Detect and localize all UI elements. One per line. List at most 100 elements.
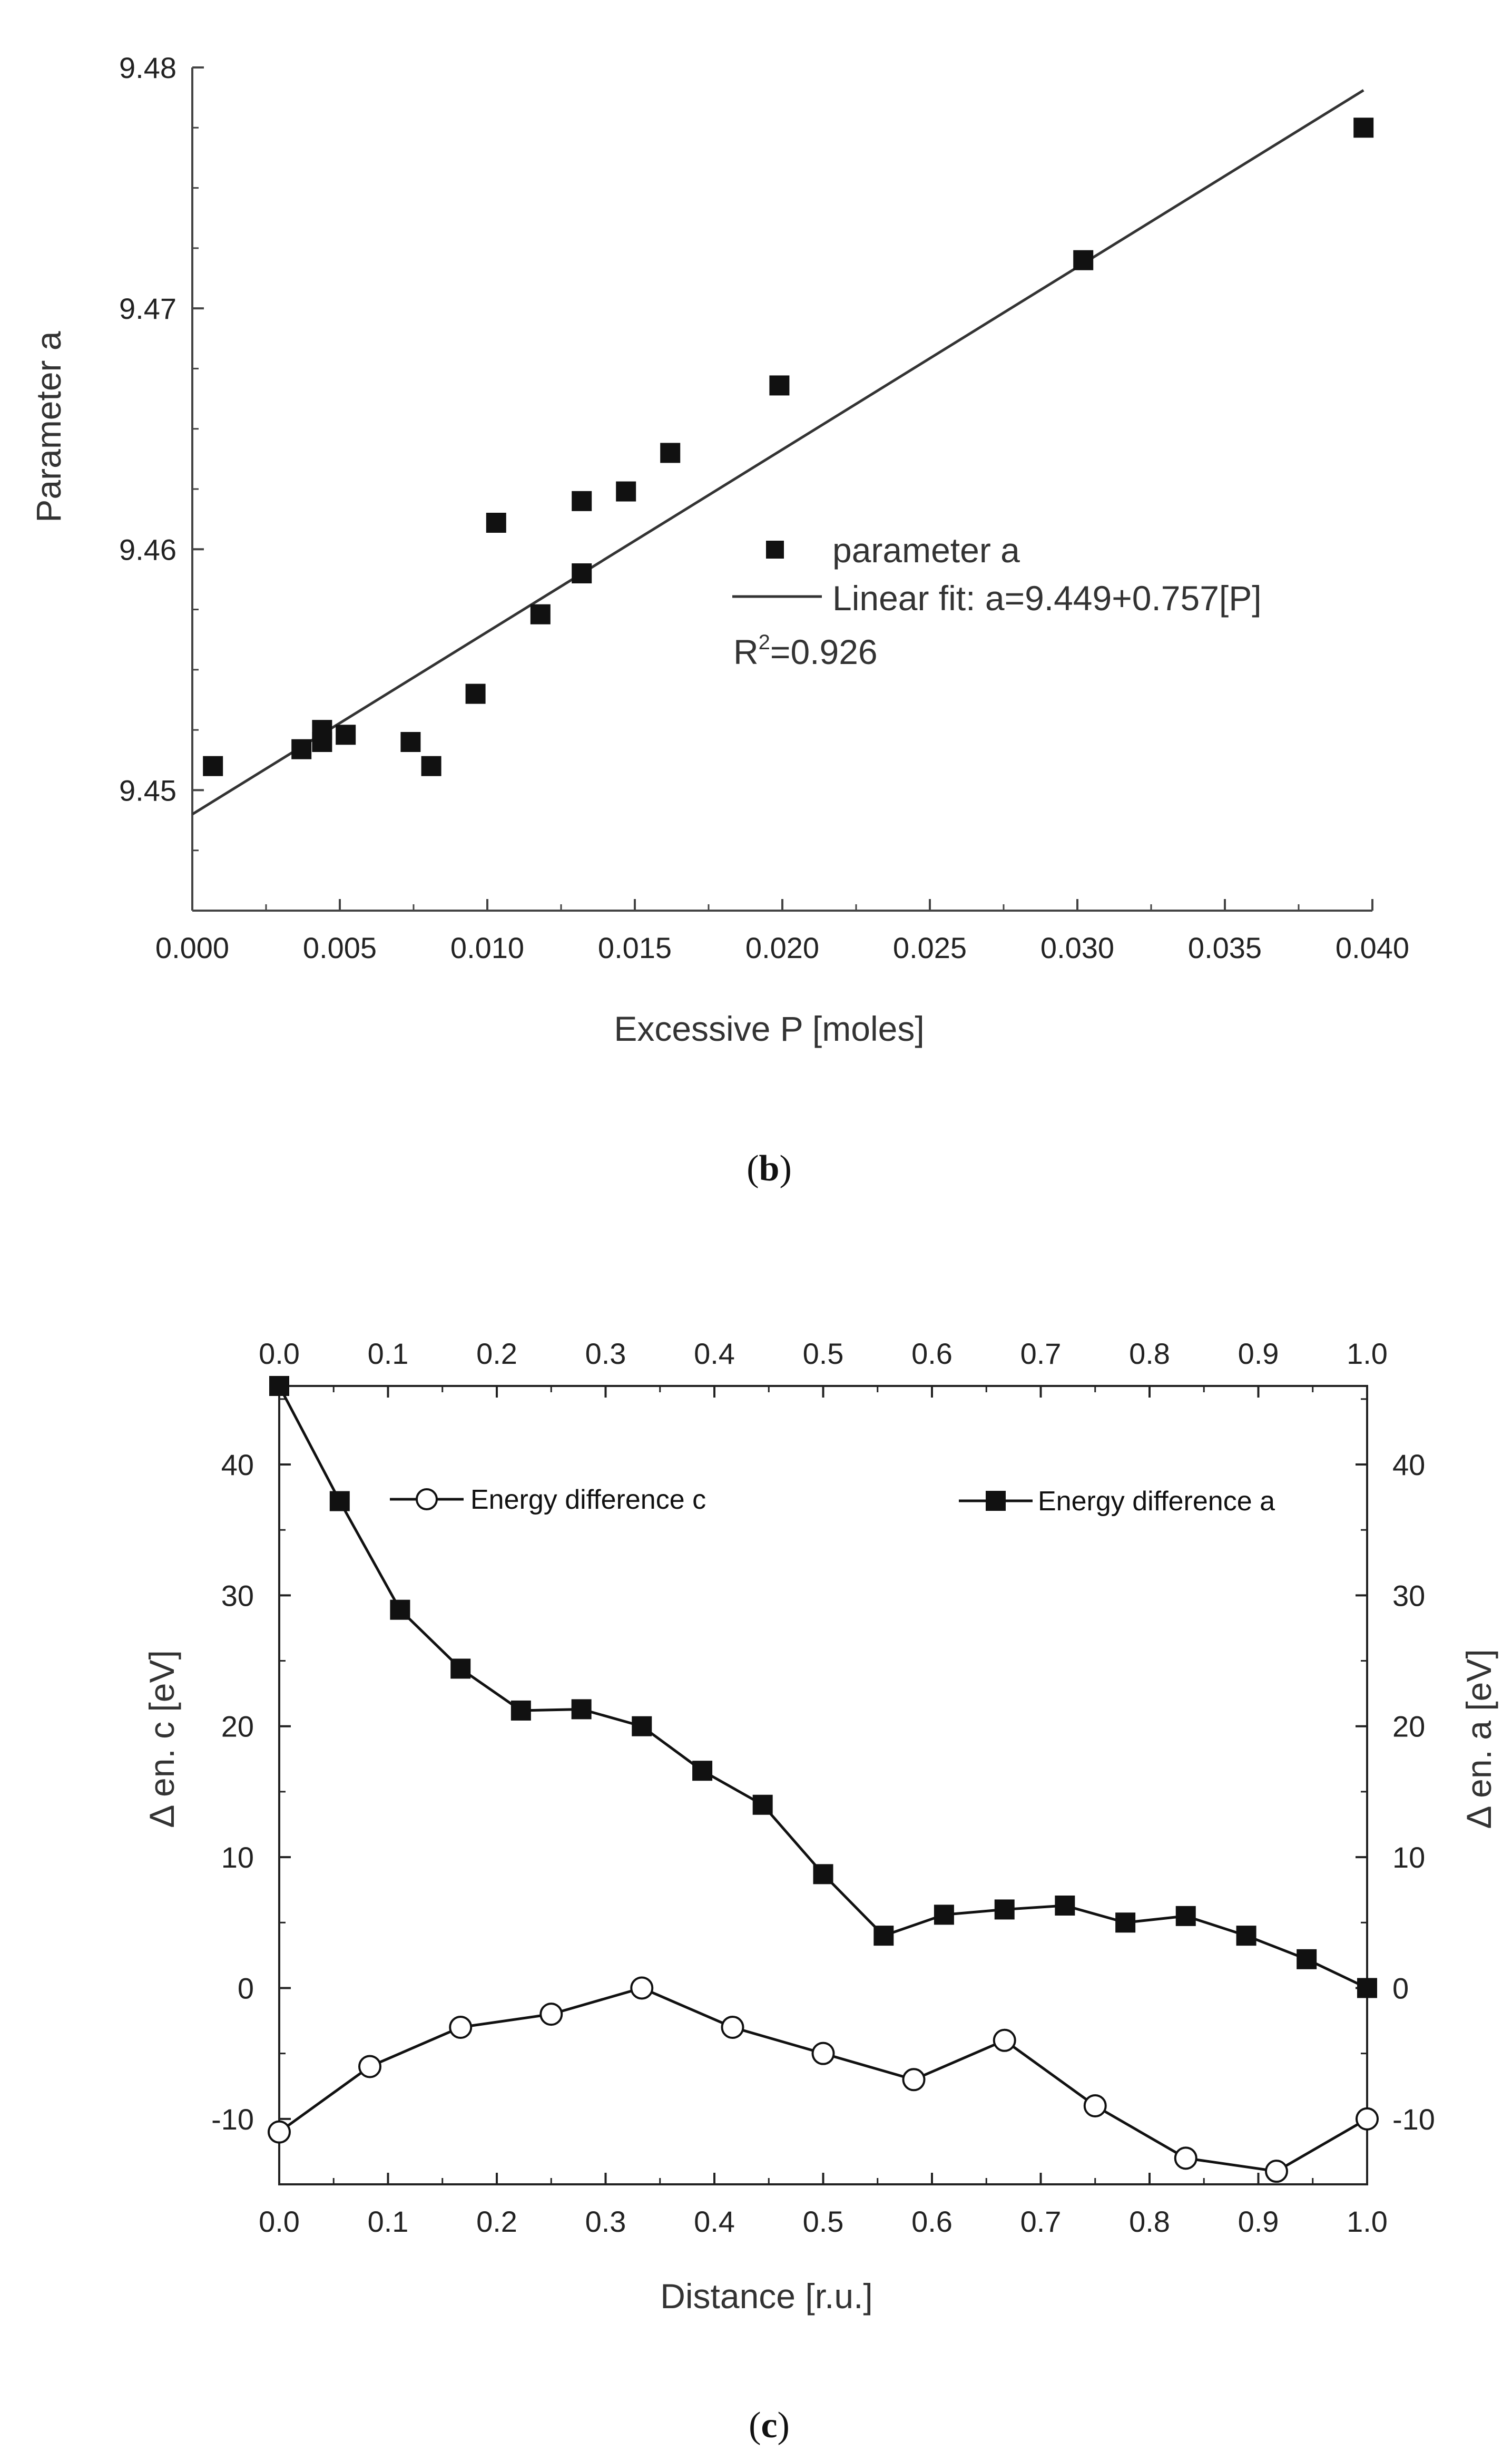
c-x-tick-labels-top: 0.0 0.1 0.2 0.3 0.4 0.5 0.6 0.7 0.8 0.9 1.0 <box>259 1337 1388 1370</box>
c-series-a-point <box>269 1376 289 1396</box>
c-x-tick-label-bottom: 0.4 <box>694 2205 735 2238</box>
b-y-tick-label: 9.45 <box>119 774 176 807</box>
c-series-a-point <box>934 1905 954 1925</box>
b-x-tick-label: 0.040 <box>1336 931 1409 964</box>
b-legend-fit-label: Linear fit: a=9.449+0.757[P] <box>832 579 1262 618</box>
b-data-point <box>312 720 332 740</box>
c-series-c-point <box>358 2055 382 2078</box>
c-x-tick-labels-bottom: 0.0 0.1 0.2 0.3 0.4 0.5 0.6 0.7 0.8 0.9 1.0 <box>259 2205 1388 2238</box>
c-series-a-point <box>329 1491 350 1511</box>
c-x-tick-label-top: 0.0 <box>259 1337 300 1370</box>
c-y-tick-labels-left: -10 0 10 20 30 40 <box>211 1448 254 2136</box>
b-legend: parameter a Linear fit: a=9.449+0.757[P]… <box>732 531 1262 671</box>
c-series-c-point <box>630 1976 654 2000</box>
b-tick-marks <box>191 66 1373 912</box>
c-series-c-point <box>449 2015 473 2039</box>
b-legend-r2: R2=0.926 <box>733 631 878 671</box>
c-series-a-point <box>632 1716 652 1736</box>
b-fit-line <box>191 89 1364 816</box>
b-legend-r2-value: =0.926 <box>770 632 878 671</box>
c-x-tick-label-bottom: 0.7 <box>1020 2205 1062 2238</box>
b-x-tick-label: 0.005 <box>303 931 377 964</box>
c-y-tick-label-right: 30 <box>1392 1579 1425 1612</box>
c-x-tick-label-top: 0.3 <box>585 1337 626 1370</box>
c-series-c-point <box>1083 2094 1107 2117</box>
b-x-tick-label: 0.020 <box>745 931 819 964</box>
b-data-point <box>486 513 506 533</box>
b-x-tick-label: 0.015 <box>598 931 672 964</box>
c-legend-a-marker <box>986 1491 1006 1511</box>
c-series-c-point <box>902 2068 926 2092</box>
b-data-point <box>572 563 592 583</box>
b-x-tick-label: 0.000 <box>155 931 229 964</box>
c-series-a-point <box>1115 1912 1136 1933</box>
c-x-axis-title: Distance [r.u.] <box>660 2277 873 2316</box>
c-x-tick-label-top: 0.5 <box>803 1337 844 1370</box>
b-y-tick-label: 9.47 <box>119 292 176 325</box>
c-x-tick-label-top: 0.8 <box>1129 1337 1170 1370</box>
c-x-tick-label-bottom: 0.1 <box>368 2205 409 2238</box>
b-y-tick-label: 9.46 <box>119 533 176 566</box>
c-series-a-point <box>390 1599 410 1620</box>
c-series-a-point <box>1297 1949 1317 1969</box>
c-x-tick-label-bottom: 0.8 <box>1129 2205 1170 2238</box>
c-series-c-point <box>993 2028 1016 2052</box>
b-data-point <box>616 481 636 502</box>
c-series-c-point <box>811 2042 835 2065</box>
c-x-tick-label-top: 0.6 <box>911 1337 953 1370</box>
b-data-point <box>203 756 223 776</box>
c-y-tick-label-left: 20 <box>221 1710 254 1743</box>
b-data-point <box>572 491 592 511</box>
b-data-points <box>203 118 1374 776</box>
b-x-tick-label: 0.030 <box>1040 931 1114 964</box>
c-y-tick-label-left: 0 <box>238 1971 254 2005</box>
b-legend-r2-sup: 2 <box>759 631 770 654</box>
c-series-c-point <box>721 2015 744 2039</box>
c-x-tick-label-top: 0.1 <box>368 1337 409 1370</box>
b-x-tick-label: 0.010 <box>450 931 524 964</box>
c-x-tick-label-bottom: 0.5 <box>803 2205 844 2238</box>
panel-c-line-chart: 0.0 0.1 0.2 0.3 0.4 0.5 0.6 0.7 0.8 0.9 1.0 0.0 0.1… <box>142 1337 1498 2446</box>
c-series-a-point <box>873 1926 894 1946</box>
c-x-tick-label-bottom: 0.9 <box>1238 2205 1279 2238</box>
b-y-axis-title: Parameter a <box>29 331 68 522</box>
c-x-tick-label-top: 0.9 <box>1238 1337 1279 1370</box>
b-data-point <box>769 375 790 396</box>
c-x-tick-label-top: 1.0 <box>1347 1337 1388 1370</box>
panel-b-scatter-chart: 0.000 0.005 0.010 0.015 0.020 0.025 0.030 0.035… <box>29 51 1409 1189</box>
c-series-c-point <box>539 2003 563 2026</box>
b-data-point <box>400 732 421 752</box>
c-y-tick-label-right: 0 <box>1392 1971 1409 2005</box>
b-x-tick-label: 0.035 <box>1188 931 1262 964</box>
c-y-tick-labels-right: -10 0 10 20 30 40 <box>1392 1448 1435 2136</box>
c-y-tick-label-left: 40 <box>221 1448 254 1481</box>
c-series-a-line <box>278 1385 1368 1989</box>
b-legend-r2-prefix: R <box>733 632 759 671</box>
c-y-tick-label-left: 30 <box>221 1579 254 1612</box>
c-y-tick-label-right: 20 <box>1392 1710 1425 1743</box>
c-series-energy-difference-c <box>268 1976 1379 2183</box>
b-data-point <box>336 725 356 745</box>
c-y-tick-label-right: 40 <box>1392 1448 1425 1481</box>
c-series-a-point <box>692 1761 713 1781</box>
c-legend-c: Energy difference c <box>390 1485 706 1515</box>
c-legend-a: Energy difference a <box>959 1486 1275 1517</box>
c-y-tick-label-right: 10 <box>1392 1841 1425 1874</box>
c-x-tick-label-top: 0.2 <box>476 1337 517 1370</box>
c-y-axis-title-right: Δ en. a [eV] <box>1459 1649 1498 1829</box>
b-data-point <box>465 683 486 704</box>
c-x-tick-label-bottom: 0.2 <box>476 2205 517 2238</box>
b-x-axis-title: Excessive P [moles] <box>614 1009 924 1048</box>
b-data-point <box>660 443 681 463</box>
b-x-tick-labels: 0.000 0.005 0.010 0.015 0.020 0.025 0.030 0.035… <box>155 931 1409 964</box>
c-x-tick-label-bottom: 0.0 <box>259 2205 300 2238</box>
c-series-a-point <box>752 1794 773 1815</box>
b-panel-caption: (b) <box>747 1148 792 1189</box>
c-series-a-point <box>571 1699 592 1720</box>
c-series-a-point <box>994 1899 1015 1920</box>
c-x-tick-label-bottom: 0.3 <box>585 2205 626 2238</box>
c-x-tick-label-top: 0.4 <box>694 1337 735 1370</box>
b-data-point <box>1073 250 1094 270</box>
c-series-c-point <box>1356 2107 1379 2131</box>
c-x-tick-label-bottom: 1.0 <box>1347 2205 1388 2238</box>
